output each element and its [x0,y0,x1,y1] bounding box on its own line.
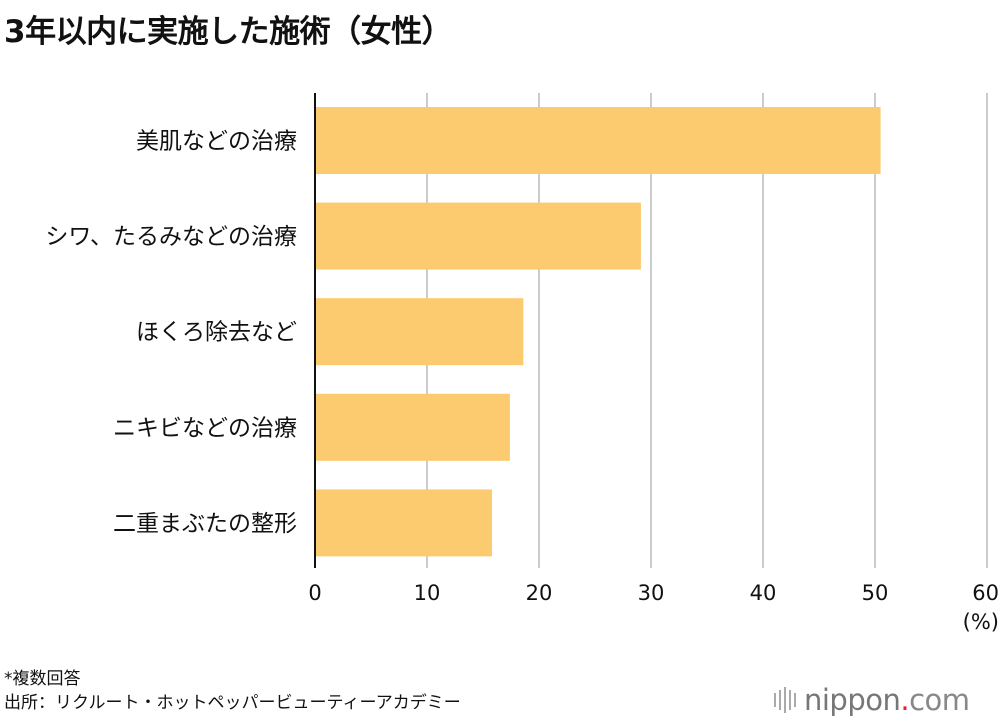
x-tick-label: 30 [638,581,665,605]
x-unit-label: (%) [963,610,999,634]
x-tick-label: 0 [308,581,321,605]
footnote: *複数回答 [4,669,81,689]
category-label: 美肌などの治療 [136,129,297,155]
category-label: ニキビなどの治療 [113,415,297,441]
nippon-logo: nippon.com [774,683,970,717]
bar [315,489,492,557]
bar [315,393,510,461]
source-note: 出所：リクルート・ホットペッパービューティーアカデミー [4,693,461,713]
bar [315,107,881,174]
category-label: ほくろ除去など [136,320,297,346]
category-label: シワ、たるみなどの治療 [45,224,297,250]
bar-chart: 0 10 20 30 40 50 60 (%) 美肌などの治療シワ、たるみなどの治療ほくろ除去な… [45,93,999,634]
x-tick-label: 50 [862,581,889,605]
logo-mark-icon [774,687,796,713]
x-tick-label: 40 [750,581,777,605]
x-tick-label: 60 [972,581,999,605]
chart-title: 3年以内に実施した施術（女性） [4,14,453,50]
category-label: 二重まぶたの整形 [113,511,297,537]
bar [315,202,641,270]
bar [315,298,524,366]
x-tick-label: 20 [526,581,553,605]
x-tick-label: 10 [414,581,441,605]
